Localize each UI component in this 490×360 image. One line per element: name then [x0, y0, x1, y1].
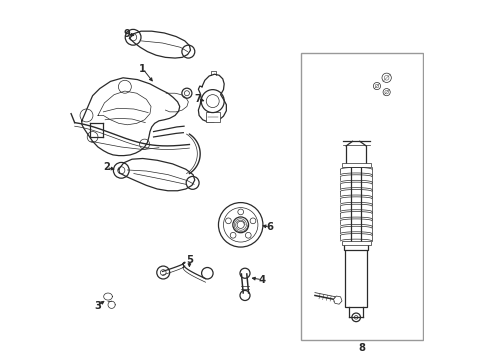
Text: 9: 9 — [124, 29, 131, 39]
Bar — [344, 243, 368, 250]
Polygon shape — [334, 296, 342, 304]
Text: 3: 3 — [94, 301, 100, 311]
Bar — [345, 248, 367, 307]
Text: 5: 5 — [186, 255, 193, 265]
Text: 8: 8 — [358, 343, 365, 353]
Text: 7: 7 — [194, 94, 201, 104]
Bar — [205, 112, 220, 122]
Text: 6: 6 — [267, 222, 273, 232]
Text: 1: 1 — [139, 64, 147, 74]
Bar — [342, 163, 370, 167]
Bar — [342, 241, 370, 245]
Text: 2: 2 — [103, 162, 110, 172]
Text: 4: 4 — [259, 275, 266, 285]
Bar — [300, 53, 422, 339]
